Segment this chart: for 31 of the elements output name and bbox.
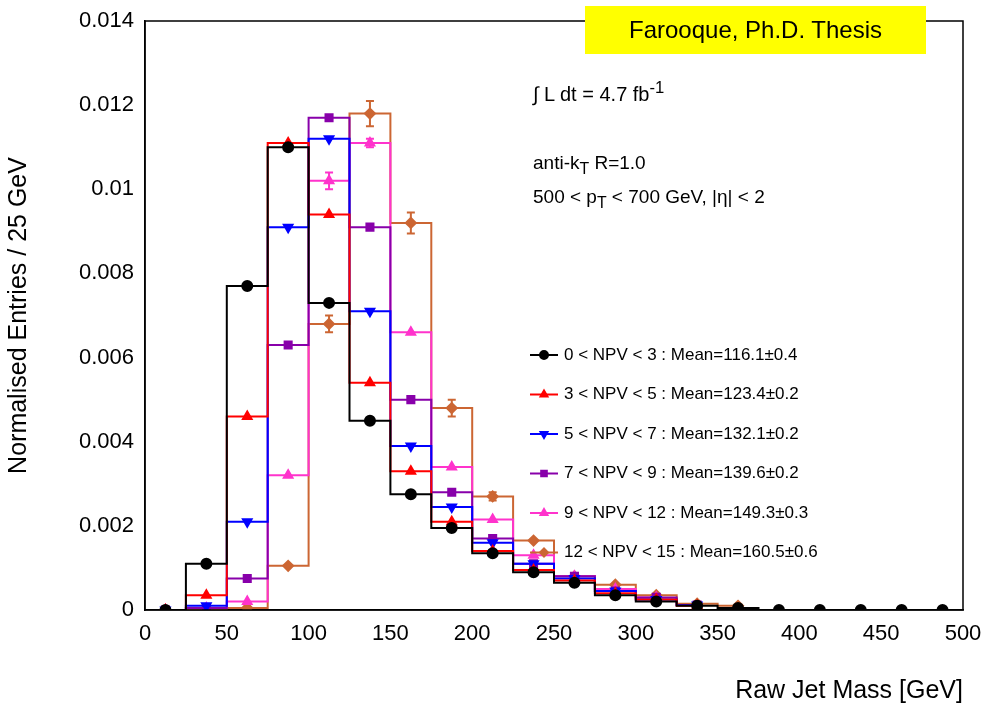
x-tick-label: 150 [372, 620, 409, 646]
y-tick-label: 0.004 [78, 427, 134, 453]
legend-label: 12 < NPV < 15 : Mean=160.5±0.6 [564, 542, 818, 562]
x-tick-label: 0 [138, 620, 152, 646]
legend-label: 5 < NPV < 7 : Mean=132.1±0.2 [564, 423, 799, 443]
x-tick-label: 500 [944, 620, 982, 646]
x-tick-label: 300 [617, 620, 655, 646]
legend-label: 3 < NPV < 5 : Mean=123.4±0.2 [564, 384, 799, 404]
y-tick-label: 0.006 [78, 343, 134, 369]
legend-label: 0 < NPV < 3 : Mean=116.1±0.4 [564, 344, 798, 364]
x-tick-label: 50 [214, 620, 240, 646]
x-axis-title: Raw Jet Mass [GeV] [735, 674, 963, 703]
x-tick-label: 250 [535, 620, 573, 646]
y-tick-label: 0.012 [78, 91, 134, 117]
y-tick-label: 0.002 [78, 511, 134, 537]
x-tick-label: 100 [290, 620, 327, 646]
y-tick-label: 0.01 [91, 175, 134, 201]
caption-box: Farooque, Ph.D. Thesis [585, 6, 927, 54]
y-tick-label: 0.008 [78, 259, 134, 285]
annotation: 500 < p$_{T}$ < 700 GeV, |η| < 2 [533, 186, 765, 212]
y-tick-label: 0 [121, 596, 134, 622]
legend-label: 7 < NPV < 9 : Mean=139.6±0.2 [564, 463, 799, 483]
x-tick-label: 200 [453, 620, 491, 646]
y-tick-label: 0.014 [78, 7, 134, 33]
y-axis-title: Normalised Entries / 25 GeV [2, 156, 31, 474]
annotation: anti-k$_{T}$ R=1.0 [533, 152, 646, 178]
x-tick-label: 400 [781, 620, 818, 646]
x-tick-label: 350 [699, 620, 736, 646]
x-tick-label: 450 [862, 620, 900, 646]
annotation: ∫ L dt = 4.7 fb$^{-1}$ [533, 78, 665, 106]
legend-label: 9 < NPV < 12 : Mean=149.3±0.3 [564, 502, 809, 522]
